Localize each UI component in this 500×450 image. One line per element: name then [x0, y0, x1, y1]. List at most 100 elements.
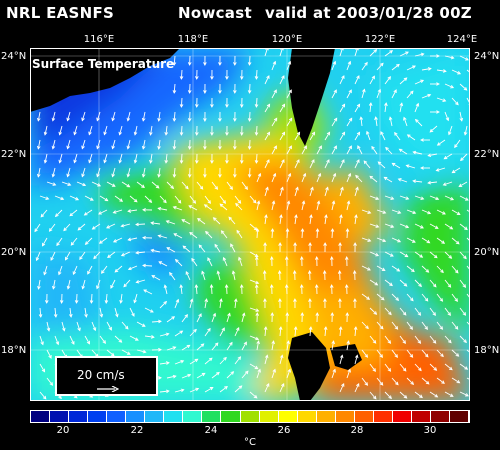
current-arrow	[458, 181, 468, 187]
current-arrowhead	[420, 196, 425, 200]
current-arrow	[181, 374, 191, 379]
current-arrowhead	[344, 284, 349, 288]
current-arrow	[444, 223, 453, 230]
current-arrowhead	[403, 116, 407, 121]
current-arrow	[55, 209, 63, 217]
current-arrowhead	[88, 131, 92, 136]
current-arrow	[54, 195, 64, 200]
current-arrow	[414, 363, 422, 371]
current-arrowhead	[46, 327, 51, 332]
current-arrow	[249, 279, 259, 284]
current-arrow	[61, 321, 65, 331]
current-arrowhead	[75, 197, 80, 201]
current-arrowhead	[114, 268, 119, 273]
lat-label-right: 18°N	[474, 345, 500, 356]
colorbar-swatch	[297, 411, 317, 422]
current-arrow	[46, 377, 53, 386]
current-arrowhead	[391, 162, 396, 167]
current-arrow	[59, 125, 63, 135]
current-arrow	[189, 195, 196, 204]
current-arrowhead	[316, 200, 321, 205]
current-arrowhead	[141, 117, 146, 122]
current-arrowhead	[405, 164, 410, 168]
current-arrow	[234, 299, 237, 309]
current-arrowhead	[150, 221, 155, 225]
current-arrowhead	[158, 347, 162, 352]
current-arrowhead	[308, 298, 312, 302]
current-arrowhead	[210, 160, 214, 164]
current-arrowhead	[179, 330, 184, 334]
current-arrowhead	[70, 241, 75, 246]
current-arrowhead	[272, 368, 276, 373]
current-arrowhead	[412, 65, 416, 69]
current-arrow	[204, 387, 214, 393]
current-arrowhead	[157, 206, 162, 211]
current-arrowhead	[207, 200, 211, 204]
current-arrow	[158, 139, 161, 149]
current-arrowhead	[218, 146, 222, 150]
current-arrow	[166, 247, 176, 253]
current-arrow	[182, 245, 191, 253]
current-arrowhead	[450, 55, 455, 60]
current-arrowhead	[375, 196, 380, 201]
current-arrow	[65, 251, 71, 261]
lon-label: 118°E	[177, 34, 209, 45]
current-arrow	[448, 125, 453, 135]
current-arrowhead	[420, 52, 425, 57]
current-arrow	[96, 167, 101, 177]
current-arrow	[355, 175, 363, 183]
current-arrowhead	[163, 199, 167, 204]
current-arrowhead	[318, 145, 322, 150]
current-arrow	[119, 153, 123, 163]
current-arrow	[196, 181, 204, 190]
current-arrowhead	[172, 62, 177, 66]
current-arrow	[90, 293, 93, 304]
current-arrow	[211, 313, 216, 323]
current-arrow	[38, 279, 41, 289]
current-arrow	[415, 119, 423, 127]
current-arrow	[451, 209, 461, 215]
current-arrow	[301, 145, 307, 155]
current-arrowhead	[254, 256, 259, 260]
current-arrowhead	[247, 90, 252, 94]
current-arrowhead	[281, 382, 285, 387]
current-arrow	[235, 203, 243, 211]
current-arrow	[429, 335, 437, 344]
current-arrow	[219, 203, 228, 211]
current-arrow	[214, 244, 221, 253]
current-arrow	[339, 187, 344, 197]
current-arrowhead	[356, 131, 361, 136]
current-arrowhead	[402, 367, 407, 372]
current-arrow	[384, 279, 393, 286]
current-arrow	[316, 228, 319, 239]
current-arrow	[346, 173, 351, 183]
current-arrowhead	[42, 395, 47, 400]
current-arrowhead	[288, 145, 292, 150]
current-arrowhead	[339, 214, 343, 219]
colorbar-swatch	[278, 411, 298, 422]
current-arrowhead	[292, 270, 297, 274]
current-arrowhead	[410, 297, 414, 302]
current-arrow	[44, 125, 48, 135]
current-arrowhead	[141, 184, 145, 188]
current-arrow	[294, 326, 297, 337]
current-arrow	[369, 279, 378, 286]
current-arrow	[189, 358, 198, 365]
current-arrowhead	[311, 159, 315, 163]
current-arrow	[264, 159, 270, 169]
current-arrow	[429, 307, 436, 316]
current-arrowhead	[346, 200, 351, 205]
current-arrow	[331, 89, 337, 99]
map-label: Surface Temperature	[32, 57, 175, 71]
current-arrowhead	[127, 237, 132, 242]
current-arrow	[238, 257, 243, 267]
current-arrow	[249, 391, 258, 399]
current-arrow	[249, 335, 259, 340]
current-arrow	[384, 223, 394, 228]
current-arrowhead	[238, 385, 243, 389]
current-arrowhead	[67, 182, 72, 186]
current-arrow	[459, 251, 467, 259]
current-arrow	[376, 89, 381, 99]
current-arrow	[361, 349, 368, 358]
land-china-coast	[30, 48, 180, 112]
